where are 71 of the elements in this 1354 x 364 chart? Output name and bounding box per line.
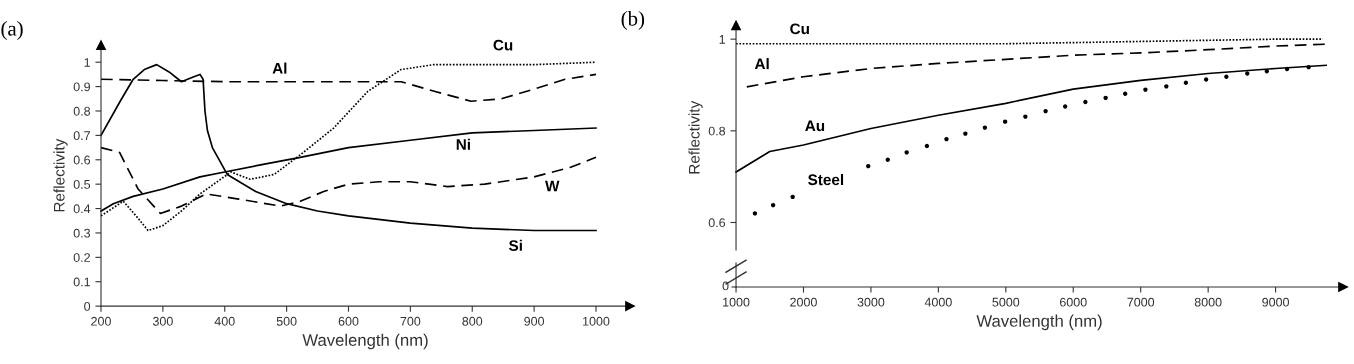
point	[790, 194, 795, 200]
y-tick-label: 0.5	[73, 179, 91, 189]
series-label: Ni	[456, 138, 470, 150]
point	[752, 211, 758, 216]
y-tick-label: 0.9	[73, 82, 90, 92]
y-tick-label: 1	[719, 35, 726, 44]
x-tick-label: 7000	[1127, 297, 1155, 307]
x-tick-label: 200	[91, 316, 111, 326]
chart-title: (a)	[1, 21, 23, 40]
point	[1083, 99, 1088, 105]
x-tick-label: 1000	[723, 297, 750, 307]
point	[1103, 95, 1108, 101]
series-label: Al	[272, 62, 287, 74]
y-axis-title: Reflectivity	[688, 100, 703, 174]
y-tick-label: 0.6	[708, 218, 726, 228]
point	[944, 136, 949, 142]
x-tick-label: 400	[214, 316, 235, 326]
point	[866, 163, 871, 169]
point	[885, 157, 890, 162]
x-tick-label: 700	[400, 316, 421, 326]
x-tick-label: 6000	[1059, 297, 1087, 307]
y-tick-label: 0.8	[708, 126, 726, 136]
series-label: Steel	[808, 173, 844, 186]
x-tick-label: 500	[276, 316, 297, 326]
y-tick-label: 1	[84, 58, 90, 67]
y-tick-label: 0.6	[73, 155, 91, 165]
series-label: Au	[805, 120, 825, 132]
point	[1224, 74, 1229, 79]
x-tick-label: 300	[152, 316, 173, 326]
point	[1203, 77, 1209, 82]
y-tick-label: 0	[84, 301, 91, 311]
series-label: Al	[754, 58, 769, 70]
point	[982, 125, 988, 130]
point	[1002, 119, 1008, 124]
x-tick-label: 2000	[790, 297, 817, 307]
point	[770, 202, 776, 208]
x-tick-label: 800	[462, 316, 483, 326]
x-tick-label: 1000	[583, 316, 610, 326]
series-label: Cu	[790, 23, 809, 35]
point	[1062, 104, 1068, 109]
x-tick-label: 4000	[924, 297, 952, 307]
y-tick-label: 0.2	[73, 253, 90, 262]
chart-title: (b)	[621, 11, 645, 30]
point	[924, 143, 930, 149]
x-tick-label: 3000	[857, 297, 885, 307]
point	[1164, 84, 1169, 89]
point	[1043, 108, 1048, 114]
point	[1183, 80, 1189, 85]
x-tick-label: 900	[524, 316, 545, 326]
x-axis-title: Wavelength (nm)	[302, 333, 428, 350]
point	[1023, 114, 1028, 119]
y-tick-label: 0.7	[73, 131, 90, 141]
x-axis-title: Wavelength (nm)	[976, 314, 1102, 331]
y-tick-label: 0.4	[73, 204, 91, 214]
y-tick-label: 0.1	[73, 277, 90, 287]
series-label: Cu	[493, 39, 513, 51]
point	[1245, 71, 1250, 76]
series-label: Si	[508, 239, 522, 251]
y-tick-label: 0.3	[73, 228, 91, 238]
x-tick-label: 5000	[992, 297, 1020, 307]
point	[1143, 87, 1148, 92]
y-axis-title: Reflectivity	[53, 138, 68, 212]
series-label: W	[545, 180, 560, 192]
line-series	[745, 43, 1327, 88]
point	[1122, 91, 1128, 96]
point	[963, 131, 968, 136]
x-tick-label: 9000	[1262, 297, 1289, 307]
point	[904, 150, 909, 155]
x-tick-label: 600	[338, 316, 359, 326]
x-tick-label: 8000	[1194, 297, 1222, 307]
y-tick-label: 0.8	[73, 106, 91, 116]
